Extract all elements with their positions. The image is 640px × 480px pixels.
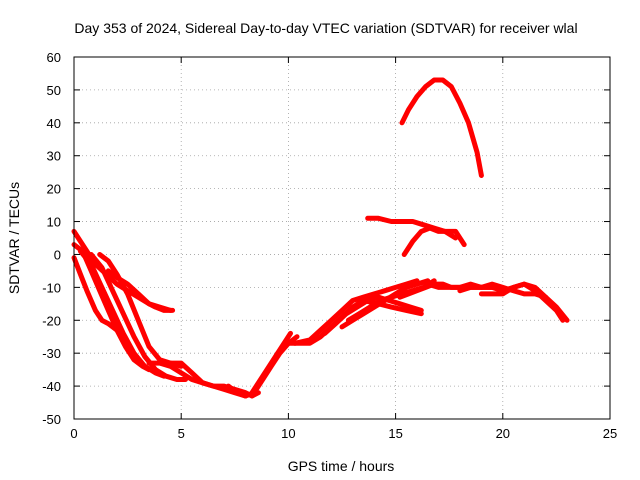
ticks (73, 56, 611, 420)
y-tick-label: 50 (47, 83, 61, 98)
y-tick-label: -10 (42, 280, 61, 295)
series-arc-11 (249, 330, 293, 396)
x-tick-label: 20 (496, 426, 510, 441)
series-arc-4 (77, 248, 167, 379)
y-tick-label: 20 (47, 182, 61, 197)
series-arc-17 (360, 298, 424, 317)
y-tick-labels: -50 -40 -30 -20 -10 0 10 20 30 40 50 60 (42, 50, 61, 427)
x-tick-label: 25 (603, 426, 617, 441)
series-arc-21 (457, 281, 549, 300)
plot-frame (73, 56, 611, 420)
x-tick-label: 0 (70, 426, 77, 441)
series-arc-13 (292, 278, 420, 346)
x-tick-label: 10 (281, 426, 295, 441)
y-tick-label: 60 (47, 50, 61, 65)
y-tick-label: 10 (47, 215, 61, 230)
series-arc-7 (105, 268, 176, 313)
grid (74, 57, 610, 419)
y-tick-label: -40 (42, 379, 61, 394)
x-tick-label: 15 (388, 426, 402, 441)
y-tick-label: 30 (47, 149, 61, 164)
series-arc-6 (97, 252, 184, 369)
x-tick-labels: 0 5 10 15 20 25 (70, 426, 617, 441)
series-layer (71, 77, 570, 399)
x-tick-label: 5 (178, 426, 185, 441)
series-arc-2 (71, 255, 120, 333)
series-arc-14 (322, 294, 424, 336)
y-tick-label: -20 (42, 313, 61, 328)
y-tick-label: -50 (42, 412, 61, 427)
series-arc-9 (146, 360, 248, 399)
chart-title: Day 353 of 2024, Sidereal Day-to-day VTE… (74, 20, 577, 36)
y-tick-label: 40 (47, 116, 61, 131)
series-arc-5 (88, 252, 188, 382)
y-tick-label: 0 (54, 247, 61, 262)
y-axis-title: SDTVAR / TECUs (6, 182, 22, 294)
y-tick-label: -30 (42, 346, 61, 361)
x-axis-title: GPS time / hours (288, 458, 395, 474)
series-arc-20 (478, 281, 566, 323)
series-arc-22 (399, 77, 484, 178)
series-arc-24 (401, 225, 467, 257)
